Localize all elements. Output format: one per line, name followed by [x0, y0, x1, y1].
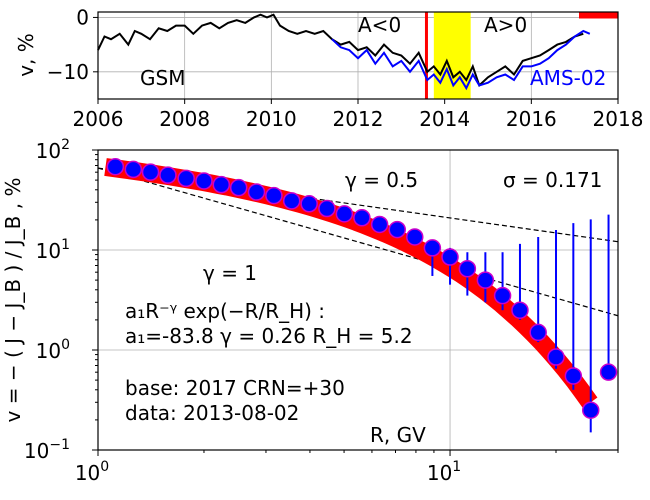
- top-y-tick-label: 0: [76, 5, 89, 29]
- data-point: [529, 323, 547, 342]
- bottom-x-tick-exponent: 1: [452, 459, 461, 475]
- data-point: [195, 172, 213, 190]
- reference-lines: [97, 167, 619, 317]
- data-point: [370, 215, 389, 234]
- positive-polarity-label: A>0: [484, 13, 527, 37]
- base-label: base: 2017 CRN=+30: [125, 376, 345, 400]
- bottom-y-tick-exponent: 2: [61, 137, 70, 153]
- data-point: [141, 163, 160, 181]
- data-point: [106, 157, 125, 176]
- top-x-tick-label: 2014: [419, 107, 470, 131]
- bottom-x-tick-label: 100: [75, 459, 109, 485]
- top-y-ticks: 0 −10: [47, 5, 98, 84]
- data-point: [229, 178, 248, 197]
- top-y-tick-label: −10: [47, 60, 89, 84]
- data-point: [493, 286, 512, 305]
- bottom-y-tick-label: 102: [36, 137, 70, 163]
- fit-band: [104, 158, 598, 409]
- date-label: data: 2013-08-02: [125, 401, 299, 425]
- data-point: [318, 199, 336, 218]
- top-series: [97, 13, 591, 91]
- top-x-tick-label: 2012: [333, 107, 384, 131]
- data-points: [106, 157, 618, 419]
- ams-label: AMS-02: [530, 66, 606, 90]
- top-x-tick-label: 2008: [159, 107, 210, 131]
- data-point: [388, 220, 406, 239]
- data-point: [335, 205, 354, 223]
- data-point: [547, 348, 565, 366]
- bottom-y-tick-exponent: 1: [61, 237, 70, 253]
- series-ams-02: [331, 29, 591, 91]
- data-point: [406, 228, 424, 246]
- top-panel: 2006 2008 2010 2012 2014 2016 2018 0 −10 v, % G…: [14, 5, 643, 131]
- reference-line: [97, 167, 619, 317]
- bottom-y-tick-exponent: 0: [61, 337, 70, 353]
- data-point: [177, 169, 195, 188]
- bottom-y-tick-exponent: −1: [49, 437, 70, 453]
- bottom-frame: [97, 149, 619, 451]
- bottom-y-tick-label: 101: [36, 237, 70, 263]
- params-label: a₁=-83.8 γ = 0.26 R_H = 5.2: [125, 324, 413, 348]
- data-point: [265, 186, 283, 205]
- bottom-x-label: R, GV: [370, 423, 426, 447]
- data-point: [124, 160, 143, 179]
- top-x-ticks: 2006 2008 2010 2012 2014 2016 2018: [73, 99, 644, 131]
- gamma-half-label: γ = 0.5: [345, 168, 418, 192]
- data-point: [159, 166, 177, 184]
- data-point: [476, 271, 495, 289]
- bottom-x-tick-label: 101: [427, 459, 461, 485]
- top-x-tick-label: 2018: [593, 107, 644, 131]
- bottom-x-ticks: 100 101: [75, 450, 619, 485]
- data-point: [282, 192, 301, 210]
- bottom-y-label: v = − ( J − J_B ) / J_B , %: [1, 178, 25, 423]
- data-point: [564, 367, 583, 385]
- data-point: [441, 248, 459, 266]
- top-x-tick-label: 2006: [73, 107, 124, 131]
- negative-polarity-label: A<0: [358, 13, 401, 37]
- top-x-tick-label: 2010: [246, 107, 297, 131]
- top-x-tick-label: 2016: [506, 107, 557, 131]
- data-point: [247, 183, 266, 201]
- bottom-y-tick-label: 10−1: [24, 437, 70, 463]
- formula-label: a₁R⁻ᵞ exp(−R/R_H) :: [125, 299, 325, 323]
- top-y-label: v, %: [14, 33, 38, 77]
- series-gsm: [97, 13, 584, 88]
- gamma-one-label: γ = 1: [203, 261, 257, 285]
- data-point: [423, 239, 442, 257]
- data-point: [581, 401, 600, 419]
- data-point: [511, 301, 529, 319]
- bottom-y-tick-label: 100: [36, 337, 70, 363]
- sigma-label: σ = 0.171: [503, 168, 602, 192]
- data-point: [599, 363, 618, 381]
- data-point: [212, 175, 231, 194]
- data-point: [458, 259, 477, 278]
- data-point: [300, 195, 318, 213]
- data-point: [353, 209, 371, 227]
- bottom-x-tick-exponent: 0: [100, 459, 109, 475]
- gsm-label: GSM: [140, 66, 185, 90]
